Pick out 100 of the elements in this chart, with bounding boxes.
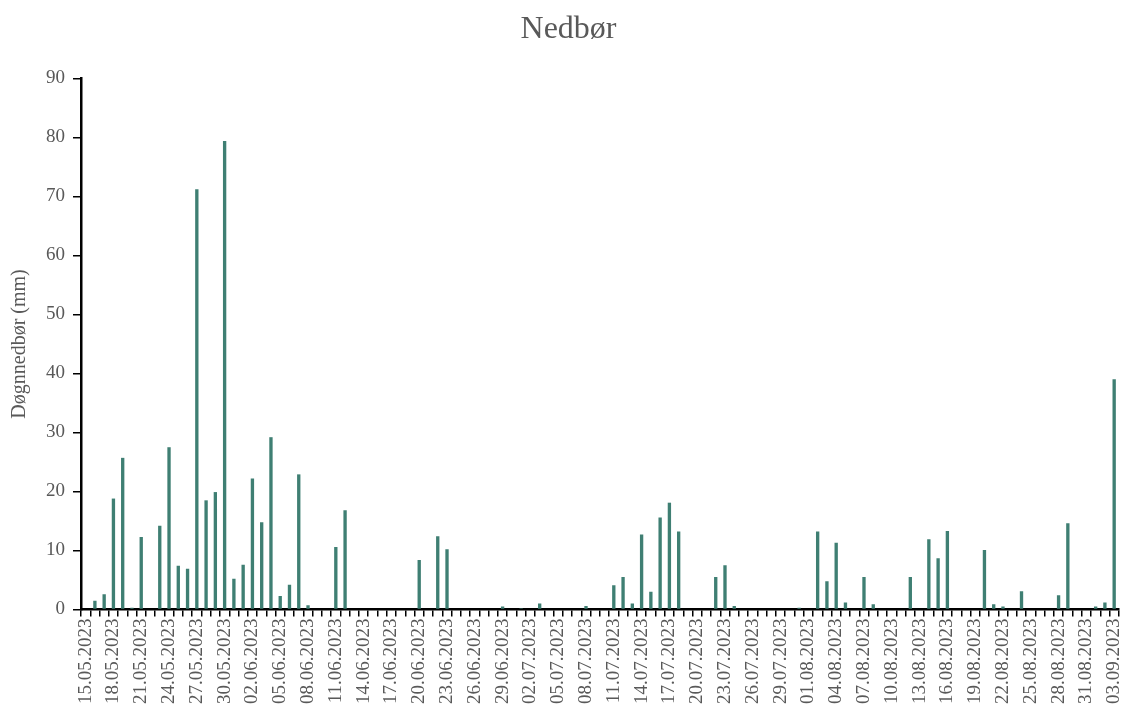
x-tick-label: 08.07.2023	[573, 618, 595, 704]
y-tick-label: 40	[46, 361, 65, 383]
bar	[982, 549, 987, 609]
bar	[278, 595, 282, 609]
x-tick-label: 08.06.2023	[296, 618, 317, 704]
x-tick-label: 26.06.2023	[462, 618, 484, 704]
y-tick-label: 50	[46, 302, 65, 324]
x-tick-label: 16.08.2023	[935, 618, 957, 704]
bar	[222, 140, 227, 609]
x-tick-label: 03.09.2023	[1102, 618, 1124, 704]
y-tick-label: 0	[55, 597, 65, 619]
bar	[834, 542, 838, 609]
x-tick-label: 10.08.2023	[879, 618, 901, 704]
bar	[649, 591, 653, 609]
y-tick-label: 80	[46, 125, 65, 147]
bar	[297, 474, 301, 609]
bar	[714, 577, 718, 609]
bar	[992, 604, 996, 609]
x-tick-label: 24.05.2023	[157, 618, 179, 704]
bar	[908, 577, 912, 609]
bar	[111, 498, 116, 609]
bar	[93, 600, 97, 609]
x-tick-label: 04.08.2023	[824, 618, 846, 704]
y-axis-title: Døgnnedbør (mm)	[7, 269, 31, 419]
x-tick-label: 14.06.2023	[351, 618, 373, 704]
bar	[936, 558, 940, 609]
bar	[334, 546, 338, 609]
bar	[241, 564, 245, 609]
x-tick-label: 22.08.2023	[990, 618, 1012, 704]
bar	[121, 457, 125, 609]
bar	[639, 534, 644, 609]
bar	[445, 549, 449, 609]
bar	[677, 531, 681, 609]
bar	[195, 189, 199, 609]
bar	[843, 602, 848, 609]
bar	[1001, 606, 1005, 609]
x-tick-label: 30.05.2023	[212, 618, 234, 704]
x-tick-label: 31.08.2023	[1074, 618, 1096, 704]
x-tick-label: 29.06.2023	[490, 618, 512, 704]
bar	[260, 522, 264, 609]
bar	[815, 531, 820, 609]
x-tick-label: 18.05.2023	[101, 618, 123, 704]
bar	[306, 605, 310, 609]
bar	[213, 492, 218, 609]
bar	[269, 437, 273, 609]
x-tick-label: 21.05.2023	[129, 618, 151, 704]
x-tick-label: 07.08.2023	[851, 618, 873, 704]
bar	[176, 565, 180, 609]
x-tick-label: 05.07.2023	[546, 618, 568, 704]
bar	[667, 502, 672, 609]
bar	[862, 577, 866, 609]
y-tick-label: 70	[46, 184, 65, 206]
bar	[102, 594, 106, 609]
x-tick-label: 20.07.2023	[685, 618, 707, 704]
bar	[167, 447, 171, 609]
bar	[232, 578, 236, 609]
bar	[1112, 379, 1116, 609]
bar	[612, 585, 616, 609]
bar	[250, 478, 255, 609]
x-tick-label: 01.08.2023	[796, 618, 818, 704]
bar	[723, 565, 727, 609]
bar	[871, 604, 875, 609]
x-tick-label: 26.07.2023	[740, 618, 762, 704]
x-tick-label: 19.08.2023	[963, 618, 985, 704]
bar	[343, 510, 347, 609]
y-tick-label: 90	[46, 66, 65, 88]
bar	[825, 581, 829, 609]
bar	[417, 559, 421, 609]
x-tick-label: 23.06.2023	[435, 618, 456, 704]
chart-title: Nedbør	[520, 8, 617, 45]
y-tick-label: 60	[46, 243, 65, 265]
y-tick-label: 20	[46, 479, 65, 501]
x-tick-label: 02.06.2023	[240, 618, 262, 704]
bar	[584, 605, 588, 609]
bar	[1019, 591, 1024, 609]
bar	[1103, 602, 1107, 609]
x-tick-label: 28.08.2023	[1046, 618, 1068, 704]
x-tick-label: 23.07.2023	[712, 618, 734, 704]
x-tick-label: 13.08.2023	[907, 618, 929, 704]
bar	[658, 517, 662, 609]
bar	[204, 500, 208, 609]
bar	[436, 536, 440, 609]
x-tick-label: 14.07.2023	[629, 618, 651, 704]
x-tick-label: 11.06.2023	[323, 618, 345, 704]
bar	[1056, 595, 1061, 609]
x-tick-label: 15.05.2023	[73, 618, 95, 704]
y-tick-label: 10	[46, 538, 65, 560]
bar	[927, 539, 931, 609]
bar	[945, 531, 950, 609]
x-tick-label: 11.07.2023	[601, 618, 623, 704]
bar	[287, 584, 292, 609]
x-tick-label: 20.06.2023	[407, 618, 429, 704]
y-tick-label: 30	[46, 420, 65, 442]
x-tick-label: 27.05.2023	[184, 618, 206, 704]
x-tick-label: 17.07.2023	[657, 618, 679, 704]
x-tick-label: 05.06.2023	[268, 618, 290, 704]
bar	[139, 536, 143, 609]
bar	[1066, 523, 1070, 609]
bar	[621, 577, 625, 609]
bar	[158, 525, 162, 609]
